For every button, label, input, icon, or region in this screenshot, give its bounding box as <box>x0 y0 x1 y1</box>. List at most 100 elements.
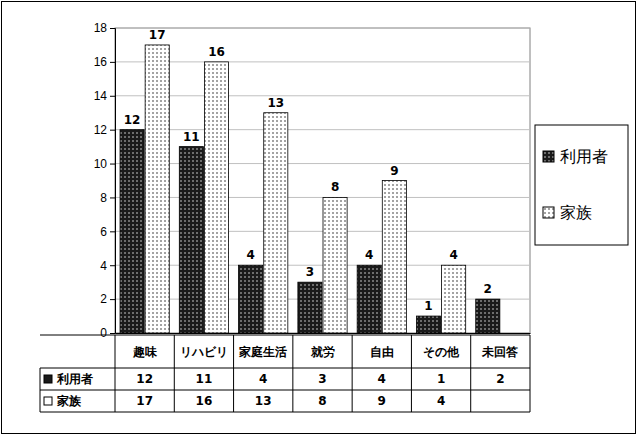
grid-line <box>115 265 530 266</box>
y-tick: 6 <box>100 225 115 239</box>
bar <box>442 265 466 333</box>
bar <box>476 299 500 333</box>
bar <box>239 265 263 333</box>
table-line <box>40 412 530 413</box>
data-label: 4 <box>449 248 457 262</box>
y-tick-mark <box>110 231 115 232</box>
grid-line <box>115 95 530 96</box>
y-tick-mark <box>110 299 115 300</box>
bar <box>179 147 203 333</box>
legend-label: 利用者 <box>560 147 608 166</box>
y-tick-mark <box>110 96 115 97</box>
x-tick-label: 趣味 <box>132 345 158 359</box>
y-tick: 18 <box>94 21 115 35</box>
y-tick-mark <box>110 265 115 266</box>
data-label: 13 <box>267 96 284 110</box>
data-label: 9 <box>390 164 398 178</box>
table-line <box>470 335 471 412</box>
x-axis-line <box>116 333 531 334</box>
x-tick-label: その他 <box>423 345 460 359</box>
table-cell: 2 <box>496 372 504 386</box>
table-line <box>411 335 412 412</box>
data-label: 2 <box>484 282 492 296</box>
y-tick-mark <box>110 164 115 165</box>
table-cell: 4 <box>259 372 267 386</box>
table-cell: 13 <box>255 394 272 408</box>
grid-line <box>115 299 530 300</box>
y-tick-label: 14 <box>94 89 108 103</box>
bar <box>120 130 144 333</box>
data-label: 16 <box>208 45 225 59</box>
table-cell: 9 <box>378 394 386 408</box>
legend-swatch <box>543 207 554 218</box>
table-cell: 4 <box>437 394 445 408</box>
y-tick: 8 <box>100 191 115 205</box>
y-axis: 0 2 4 6 8 10 12 14 16 18 <box>94 21 116 340</box>
legend-swatch <box>543 151 554 162</box>
table-line <box>352 335 353 412</box>
x-tick: その他 <box>423 333 460 359</box>
x-tick: リハビリ <box>180 333 228 359</box>
table-cell: 4 <box>378 372 386 386</box>
table-line <box>115 335 116 412</box>
table-line <box>40 368 530 369</box>
y-tick-label: 12 <box>94 123 108 137</box>
table-line <box>174 335 175 412</box>
x-tick-label: 未回答 <box>481 345 519 359</box>
x-tick: 就労 <box>310 333 335 359</box>
plot-area <box>115 28 530 333</box>
y-tick-label: 6 <box>100 225 107 239</box>
y-tick-mark <box>110 62 115 63</box>
frame <box>2 2 636 434</box>
table-line <box>292 335 293 412</box>
data-label: 8 <box>331 180 339 194</box>
table-swatch <box>44 375 52 383</box>
bar <box>323 197 347 333</box>
y-tick-mark <box>110 197 115 198</box>
y-tick-label: 18 <box>94 21 108 35</box>
table-cell: 16 <box>196 394 213 408</box>
table-line <box>40 390 530 391</box>
y-tick-label: 0 <box>100 326 107 340</box>
grid-line <box>115 28 530 29</box>
data-labels: 121143412171613894 <box>124 28 492 313</box>
legend-box <box>535 125 628 245</box>
y-tick: 4 <box>100 259 115 273</box>
bar <box>264 113 288 333</box>
data-label: 4 <box>365 248 373 262</box>
y-tick-label: 16 <box>94 55 108 69</box>
table-cell: 3 <box>318 372 326 386</box>
data-label: 17 <box>149 28 166 42</box>
y-tick-mark <box>110 333 115 334</box>
table-cell: 1 <box>437 372 445 386</box>
x-tick: 未回答 <box>481 333 519 359</box>
data-label: 1 <box>424 299 432 313</box>
table-cell: 12 <box>136 372 153 386</box>
y-axis-line <box>110 29 116 334</box>
bars <box>120 45 500 333</box>
table-line <box>40 335 530 336</box>
grid-line <box>115 333 530 334</box>
x-tick-label: 家庭生活 <box>238 345 287 359</box>
data-label: 11 <box>183 130 200 144</box>
y-tick-label: 10 <box>94 157 108 171</box>
legend-label: 家族 <box>560 203 592 222</box>
y-tick-label: 4 <box>100 259 107 273</box>
table-cell: 11 <box>196 372 213 386</box>
chart: 024681012141618121143412171613894利用者1211… <box>0 0 640 438</box>
table-line <box>233 335 234 412</box>
x-tick: 自由 <box>370 333 394 359</box>
y-tick-mark <box>110 28 115 29</box>
grid <box>115 28 530 333</box>
grid-line <box>115 129 530 130</box>
table-line <box>530 335 531 412</box>
y-tick: 2 <box>100 292 115 306</box>
data-table: 利用者121143412家族171613894 <box>40 335 530 412</box>
table-swatch <box>44 397 52 405</box>
table-row-label: 利用者 <box>56 372 93 386</box>
x-tick-label: 自由 <box>370 345 394 359</box>
y-tick-label: 2 <box>100 292 107 306</box>
y-tick: 14 <box>94 89 115 103</box>
bar <box>204 62 228 333</box>
y-tick-mark <box>110 130 115 131</box>
